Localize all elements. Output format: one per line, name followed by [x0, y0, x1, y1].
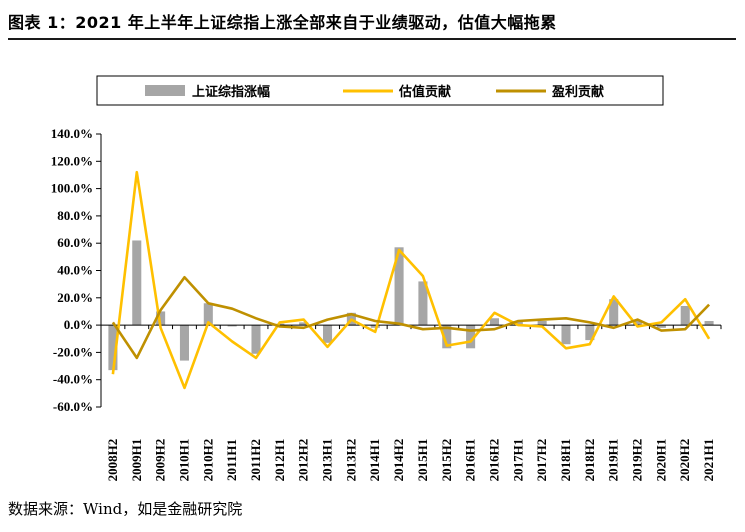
legend-label-valuation: 估值贡献 [398, 84, 451, 100]
x-tick-label: 2019H1 [606, 439, 621, 482]
bar [656, 325, 666, 328]
bar [633, 321, 643, 326]
x-tick-label: 2016H2 [486, 439, 501, 482]
x-tick-label: 2011H2 [248, 439, 263, 481]
x-tick-label: 2014H2 [391, 439, 406, 482]
bar [418, 281, 428, 326]
x-tick-label: 2011H1 [224, 439, 239, 481]
bar [132, 240, 142, 326]
legend-swatch-index-change [145, 85, 185, 96]
y-tick-label: 120.0% [51, 153, 93, 168]
source-note: 数据来源：Wind，如是金融研究院 [8, 500, 243, 518]
bar [394, 247, 404, 326]
profit-line [111, 275, 711, 360]
x-tick-label: 2018H1 [558, 439, 573, 482]
chart-title: 图表 1：2021 年上半年上证综指上涨全部来自于业绩驱动，估值大幅拖累 [8, 13, 557, 32]
x-tick-label: 2018H2 [582, 439, 597, 482]
x-tick-label: 2020H1 [653, 439, 668, 482]
y-tick-label: 100.0% [51, 181, 93, 196]
bar [513, 321, 523, 326]
bar [680, 305, 690, 326]
bar [704, 321, 714, 326]
bar [609, 299, 619, 326]
bar [561, 325, 571, 345]
x-tick-label: 2017H2 [534, 439, 549, 482]
y-tick-label: 60.0% [57, 235, 93, 250]
x-tick-label: 2019H2 [630, 439, 645, 482]
y-tick-label: 140.0% [51, 126, 93, 141]
x-tick-label: 2014H1 [367, 439, 382, 482]
x-tick-label: 2021H1 [701, 439, 716, 482]
x-tick-label: 2015H1 [415, 439, 430, 482]
y-tick-label: 40.0% [57, 263, 93, 278]
bar [442, 325, 452, 349]
x-tick-label: 2012H1 [272, 439, 287, 482]
chart: 上证综指涨幅 估值贡献 盈利贡献 140.0% 120.0% 100.0% 80.0%… [51, 75, 722, 482]
bar [323, 325, 333, 343]
y-tick-label: 20.0% [57, 290, 93, 305]
title-divider [8, 38, 736, 40]
legend-label-index-change: 上证综指涨幅 [192, 84, 270, 100]
y-tick-label: -40.0% [53, 372, 93, 387]
bar [466, 325, 476, 349]
x-tick-label: 2013H1 [320, 439, 335, 482]
bar [108, 325, 118, 371]
bar [179, 325, 189, 361]
x-tick-label: 2008H2 [105, 439, 120, 482]
bar [585, 325, 595, 341]
x-tick-label: 2013H2 [343, 439, 358, 482]
x-tick-label: 2015H2 [439, 439, 454, 482]
bar [203, 303, 213, 326]
plot-area: 140.0% 120.0% 100.0% 80.0% 60.0% 40.0% 20.0% 0.… [51, 126, 722, 482]
bar [537, 321, 547, 326]
bar [156, 311, 166, 326]
y-tick-label: -20.0% [53, 344, 93, 359]
bar [251, 325, 261, 354]
bar [227, 325, 237, 327]
legend: 上证综指涨幅 估值贡献 盈利贡献 [96, 75, 664, 106]
y-tick-label: 80.0% [57, 208, 93, 223]
x-tick-label: 2020H2 [677, 439, 692, 482]
y-tick-label: 0.0% [64, 317, 93, 332]
legend-label-profit: 盈利贡献 [551, 84, 604, 100]
x-tick-label: 2009H2 [153, 439, 168, 482]
y-tick-label: -60.0% [53, 399, 93, 414]
x-tick-label: 2017H1 [510, 439, 525, 482]
x-tick-label: 2010H2 [200, 439, 215, 482]
x-tick-label: 2016H1 [463, 439, 478, 482]
bar [489, 318, 499, 326]
x-tick-label: 2012H2 [296, 439, 311, 482]
x-tick-label: 2010H1 [176, 439, 191, 482]
x-tick-label: 2009H1 [129, 439, 144, 482]
valuation-line [111, 170, 711, 390]
bar [370, 325, 380, 328]
bar [299, 322, 309, 326]
